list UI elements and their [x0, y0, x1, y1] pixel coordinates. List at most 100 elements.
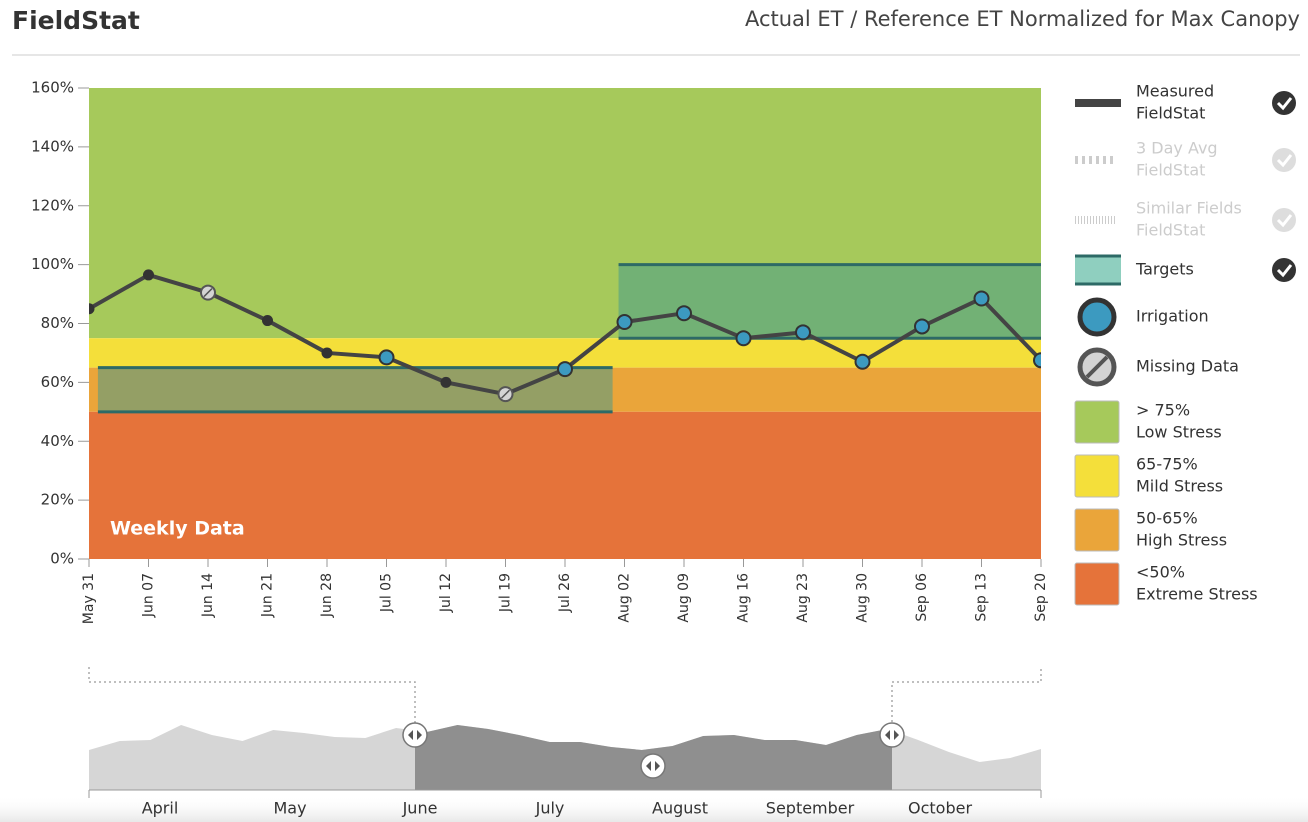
- check-mark: [1276, 154, 1293, 168]
- x-tick-label: Aug 30: [855, 573, 871, 623]
- legend-toggle[interactable]: [1272, 148, 1296, 172]
- legend-swatch: [1074, 508, 1120, 552]
- handle-arrows: [885, 730, 899, 740]
- y-tick-label: 60%: [41, 373, 74, 391]
- measured-point: [89, 303, 95, 315]
- x-tick-label: May 31: [81, 573, 97, 624]
- y-tick-label: 100%: [31, 255, 74, 273]
- measured-point: [440, 376, 452, 388]
- y-tick-label: 0%: [50, 550, 74, 568]
- y-tick-label: 140%: [31, 137, 74, 155]
- annotation: Weekly Data: [110, 518, 245, 540]
- irrigation-point: [795, 324, 811, 341]
- legend-toggle[interactable]: [1272, 208, 1296, 232]
- footer-shade: [0, 795, 1308, 822]
- x-tick-label: Aug 23: [795, 573, 811, 623]
- handle-arrows: [646, 761, 660, 771]
- legend-label: 65-75%: [1136, 455, 1198, 474]
- stress-band: [89, 411, 1041, 559]
- month-label: October: [908, 799, 972, 818]
- measured-point: [143, 269, 154, 281]
- legend-toggle[interactable]: [1272, 258, 1296, 282]
- y-tick-label: 80%: [41, 314, 74, 332]
- y-tick-label: 20%: [41, 491, 74, 509]
- month-label: June: [402, 799, 438, 818]
- legend-label: Measured: [1136, 82, 1214, 101]
- legend-label: Irrigation: [1136, 307, 1209, 326]
- x-tick-label: Aug 16: [736, 573, 752, 623]
- measured-point: [321, 347, 333, 359]
- irrigation-point: [616, 314, 633, 331]
- axes: 0% 20% 40% 60% 80% 100% 120% 140% 160% May 31 Jun …: [31, 79, 1049, 625]
- legend-label: Targets: [1135, 260, 1194, 279]
- month-label: September: [766, 799, 855, 818]
- irrigation-point: [854, 353, 871, 370]
- target-range: [97, 367, 613, 412]
- month-label: April: [142, 799, 179, 818]
- legend-label: High Stress: [1136, 531, 1227, 550]
- x-tick-label: Jul 05: [379, 573, 395, 613]
- legend-icon: [1085, 355, 1109, 379]
- x-tick-label: Jun 28: [319, 573, 335, 618]
- legend-icon: [1077, 297, 1117, 337]
- x-tick-label: Aug 02: [617, 573, 633, 623]
- legend-label: <50%: [1136, 563, 1185, 582]
- irrigation-point: [676, 305, 692, 322]
- missing-slash: [203, 288, 213, 298]
- legend-label: > 75%: [1136, 401, 1190, 420]
- y-tick-label: 160%: [31, 79, 74, 97]
- legend-label: FieldStat: [1136, 221, 1205, 240]
- brand: FieldStat: [12, 6, 140, 35]
- range-handle[interactable]: [640, 753, 666, 779]
- y-tick-label: 40%: [41, 432, 74, 450]
- legend-toggle[interactable]: [1272, 91, 1296, 115]
- irrigation-point: [557, 361, 573, 378]
- irrigation-point: [378, 349, 395, 366]
- month-label: August: [652, 799, 708, 818]
- range-handle[interactable]: [879, 722, 905, 748]
- range-handle[interactable]: [402, 722, 428, 748]
- x-tick-label: Sep 20: [1033, 573, 1049, 622]
- irrigation-point: [735, 330, 752, 347]
- legend-label: Low Stress: [1136, 423, 1222, 442]
- navigator: April May June July August September October: [0, 667, 1308, 822]
- y-tick-label: 120%: [31, 196, 74, 214]
- legend-icon: [1075, 99, 1121, 107]
- x-tick-label: Jun 21: [260, 573, 276, 618]
- range-connector: [891, 667, 1042, 732]
- irrigation-point: [914, 318, 930, 335]
- x-tick-label: Jun 14: [200, 573, 216, 618]
- x-tick-label: Jun 07: [141, 573, 157, 618]
- legend-swatch: [1074, 400, 1120, 444]
- chart-title: Actual ET / Reference ET Normalized for …: [745, 7, 1300, 31]
- x-tick-label: Sep 06: [914, 573, 930, 622]
- x-tick-label: Sep 13: [974, 573, 990, 622]
- x-tick-label: Jul 26: [557, 573, 573, 613]
- measured-point: [262, 315, 273, 327]
- legend-label: 3 Day Avg: [1136, 139, 1218, 158]
- legend-label: Extreme Stress: [1136, 585, 1258, 604]
- range-connector: [88, 667, 416, 732]
- legend-label: FieldStat: [1136, 161, 1205, 180]
- handle-arrows: [408, 730, 422, 740]
- legend-label: 50-65%: [1136, 509, 1198, 528]
- x-tick-label: Jul 12: [438, 573, 454, 613]
- check-mark: [1276, 214, 1293, 228]
- legend: Measured FieldStat 3 Day Avg FieldStat Simil…: [1074, 82, 1296, 606]
- legend-swatch: [1074, 562, 1120, 606]
- legend-label: Missing Data: [1136, 357, 1239, 376]
- x-tick-label: Aug 09: [676, 573, 692, 623]
- check-mark: [1276, 97, 1293, 111]
- month-label: May: [273, 799, 306, 818]
- legend-icon: [1075, 256, 1121, 284]
- legend-label: Similar Fields: [1136, 199, 1242, 218]
- month-label: July: [535, 799, 565, 818]
- irrigation-point: [973, 290, 990, 307]
- plot-area: Weekly Data: [89, 88, 1041, 559]
- x-tick-label: Jul 19: [498, 573, 514, 613]
- check-mark: [1276, 264, 1293, 278]
- legend-label: FieldStat: [1136, 104, 1205, 123]
- missing-slash: [500, 389, 511, 399]
